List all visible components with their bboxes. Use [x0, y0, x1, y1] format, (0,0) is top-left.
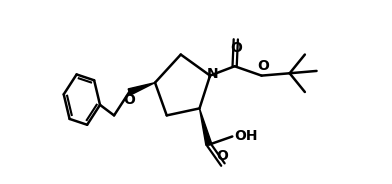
Text: N: N — [207, 67, 219, 81]
Polygon shape — [200, 108, 212, 145]
Text: O: O — [216, 149, 229, 163]
Text: O: O — [230, 41, 242, 55]
Polygon shape — [128, 83, 155, 95]
Text: O: O — [123, 93, 135, 107]
Text: O: O — [257, 59, 269, 73]
Text: OH: OH — [235, 130, 258, 144]
